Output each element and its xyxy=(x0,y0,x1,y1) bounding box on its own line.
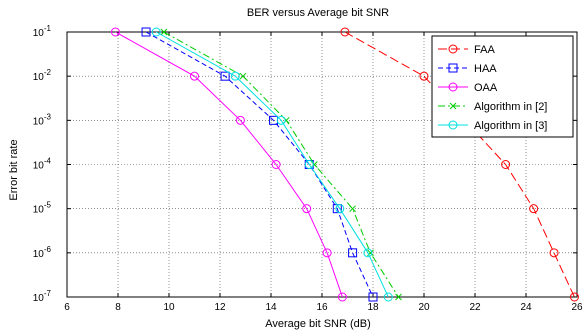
data-point xyxy=(160,28,168,36)
x-tick-label: 24 xyxy=(520,302,532,313)
data-point xyxy=(230,71,240,81)
x-tick-label: 26 xyxy=(571,302,583,313)
series-line xyxy=(344,31,575,298)
legend-item: FAA xyxy=(438,44,495,56)
y-tick-label: 10-6 xyxy=(33,245,52,260)
x-tick-label: 22 xyxy=(469,302,481,313)
data-point xyxy=(569,292,579,302)
series-line xyxy=(156,31,389,298)
x-tick-label: 8 xyxy=(115,302,121,313)
legend-label: OAA xyxy=(474,82,498,94)
data-point xyxy=(363,248,373,258)
data-point xyxy=(302,204,312,214)
x-tick-label: 6 xyxy=(64,302,70,313)
legend-label: Algorithm in [3] xyxy=(474,120,547,132)
chart-title: BER versus Average bit SNR xyxy=(247,7,389,19)
data-point xyxy=(448,120,458,130)
data-point xyxy=(304,160,314,169)
data-point xyxy=(449,102,457,110)
series-faa xyxy=(340,27,579,302)
data-point xyxy=(348,248,358,258)
legend-item: Algorithm in [2] xyxy=(438,101,547,113)
series-line xyxy=(115,31,343,298)
x-tick-label: 14 xyxy=(265,302,277,313)
x-tick-label: 20 xyxy=(418,302,430,313)
x-tick-label: 12 xyxy=(214,302,226,313)
legend-label: FAA xyxy=(474,44,495,56)
data-point xyxy=(501,160,511,169)
data-point xyxy=(337,292,347,302)
legend-label: HAA xyxy=(474,63,497,75)
data-point xyxy=(151,27,161,37)
data-point xyxy=(383,292,393,302)
x-tick-label: 16 xyxy=(316,302,328,313)
data-point xyxy=(110,27,120,37)
x-axis-label: Average bit SNR (dB) xyxy=(265,318,371,330)
y-axis: 10-1 10-2 10-3 10-4 10-5 10-6 10-7 xyxy=(33,24,577,304)
series-oaa xyxy=(110,27,347,302)
legend-item: OAA xyxy=(438,82,498,94)
data-point xyxy=(448,63,458,73)
y-tick-label: 10-7 xyxy=(33,289,52,304)
data-point xyxy=(335,204,345,214)
data-point xyxy=(271,160,281,169)
data-point xyxy=(529,204,539,214)
data-point xyxy=(349,205,356,213)
legend-label: Algorithm in [2] xyxy=(474,101,547,113)
data-point xyxy=(448,82,458,92)
data-point xyxy=(141,27,151,37)
data-point xyxy=(190,71,199,81)
legend-item: HAA xyxy=(438,63,497,75)
series-algorithm-in-3- xyxy=(151,27,393,302)
data-point xyxy=(276,115,286,125)
y-axis-label: Error bit rate xyxy=(8,139,20,200)
legend-item: Algorithm in [3] xyxy=(438,120,547,132)
data-point xyxy=(322,248,332,258)
data-point xyxy=(340,27,350,37)
x-axis: 6 8 10 12 14 16 18 20 22 24 26 xyxy=(64,32,583,313)
y-tick-label: 10-3 xyxy=(33,112,52,127)
y-tick-label: 10-1 xyxy=(33,24,52,39)
data-point xyxy=(235,115,245,125)
y-tick-label: 10-2 xyxy=(33,68,52,83)
data-point xyxy=(448,44,458,54)
y-tick-label: 10-4 xyxy=(33,157,52,172)
legend: FAA HAA OAA Algorithm in [2] Algorithm in [3… xyxy=(431,35,574,138)
grid xyxy=(67,32,577,297)
data-point xyxy=(395,293,402,301)
data-point xyxy=(239,72,247,80)
y-tick-label: 10-5 xyxy=(33,201,52,216)
data-point xyxy=(419,71,429,81)
x-tick-label: 18 xyxy=(367,302,379,313)
data-point xyxy=(220,71,230,81)
x-tick-label: 10 xyxy=(163,302,175,313)
data-point xyxy=(368,292,378,302)
series-layer xyxy=(110,27,579,302)
data-point xyxy=(549,248,559,258)
